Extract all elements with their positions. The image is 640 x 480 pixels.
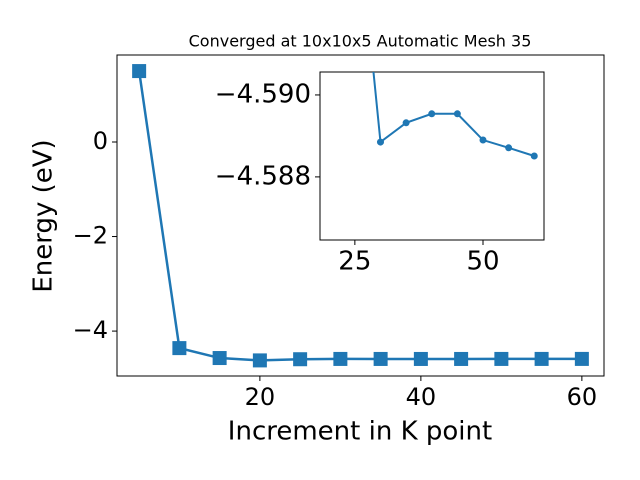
y-tick-label: −2: [73, 222, 108, 250]
plot-content: [132, 64, 589, 368]
data-marker: [413, 351, 428, 366]
data-marker: [373, 351, 388, 366]
data-marker: [212, 351, 227, 366]
data-marker: [454, 351, 469, 366]
data-marker: [402, 119, 410, 127]
chart-title: Converged at 10x10x5 Automatic Mesh 35: [189, 32, 532, 51]
data-marker: [132, 64, 147, 79]
x-tick-label: 50: [466, 247, 499, 277]
x-tick-label: 60: [567, 383, 598, 411]
data-marker: [428, 110, 436, 118]
data-marker: [479, 136, 487, 144]
plot-area: [319, 71, 545, 241]
y-tick-label: −4.590: [215, 79, 311, 109]
x-tick-label: 20: [245, 383, 276, 411]
y-axis-label: Energy (eV): [29, 139, 59, 292]
data-marker: [530, 152, 538, 160]
x-tick-label: 25: [338, 247, 371, 277]
data-marker: [252, 353, 267, 368]
data-marker: [574, 351, 589, 366]
data-marker: [534, 351, 549, 366]
x-axis-label: Increment in K point: [228, 417, 492, 447]
y-tick-label: 0: [93, 127, 108, 155]
data-marker: [172, 341, 187, 356]
y-tick-label: −4.588: [215, 161, 311, 191]
data-marker: [494, 351, 509, 366]
y-tick-label: −4: [73, 316, 108, 344]
data-line: [372, 72, 535, 157]
plot-content: [372, 72, 538, 160]
x-tick-label: 40: [406, 383, 437, 411]
data-marker: [293, 352, 308, 367]
data-marker: [333, 351, 348, 366]
data-marker: [505, 144, 513, 152]
data-marker: [376, 138, 384, 146]
data-marker: [453, 110, 461, 118]
